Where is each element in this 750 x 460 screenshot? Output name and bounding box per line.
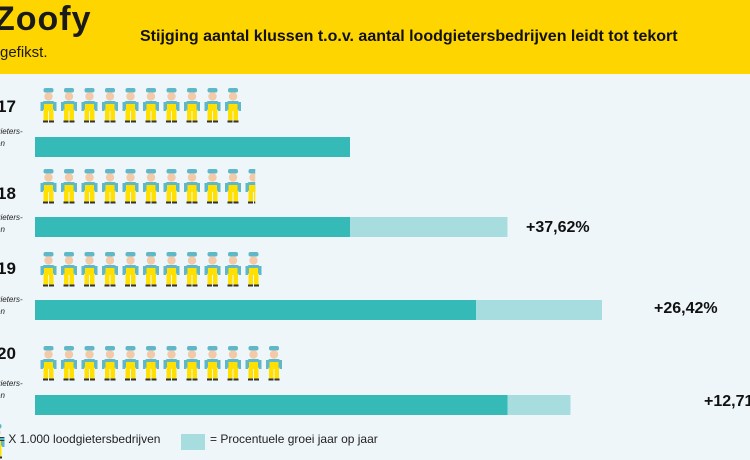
bar-growth — [507, 395, 571, 415]
row-sublabel-0: gieters- en — [0, 127, 23, 148]
logo-text: Zoofy — [0, 0, 92, 38]
worker-icon — [143, 346, 159, 381]
worker-icon — [163, 169, 180, 204]
worker-icon-partial — [245, 169, 256, 204]
year-label-1: 18 — [0, 184, 16, 203]
bar-growth — [350, 217, 508, 237]
worker-icon — [122, 88, 139, 123]
legend-worker-icon — [0, 424, 5, 459]
chart-title: Stijging aantal klussen t.o.v. aantal lo… — [140, 28, 678, 45]
bar-base — [35, 137, 350, 157]
worker-icon — [204, 169, 221, 204]
worker-icon — [61, 88, 77, 123]
worker-icon — [143, 88, 159, 123]
row-sublabel-3: gieters- en — [0, 379, 23, 400]
growth-label-2: +26,42% — [654, 300, 718, 317]
bar-base — [35, 395, 508, 415]
worker-icon — [163, 88, 180, 123]
worker-icon — [40, 88, 57, 123]
bar-base — [35, 217, 350, 237]
year-label-3: 20 — [0, 344, 16, 363]
year-label-2: 19 — [0, 259, 16, 278]
worker-icon — [143, 252, 159, 287]
worker-icon — [225, 169, 241, 204]
worker-icon — [61, 252, 77, 287]
legend-swatch-growth — [181, 434, 205, 450]
worker-icon — [40, 169, 57, 204]
legend-label-workers: = X 1.000 loodgietersbedrijven — [0, 432, 161, 446]
legend-label-growth: = Procentuele groei jaar op jaar — [210, 432, 378, 446]
worker-icon — [184, 88, 200, 123]
worker-icon — [102, 169, 118, 204]
worker-icon — [122, 169, 139, 204]
row-sublabel-2: gieters- en — [0, 295, 23, 316]
worker-icon — [184, 169, 200, 204]
worker-icon — [102, 252, 118, 287]
worker-icon — [40, 252, 57, 287]
worker-icon — [61, 346, 77, 381]
worker-icon — [204, 346, 221, 381]
worker-icon — [102, 346, 118, 381]
worker-icon — [204, 252, 221, 287]
worker-icon — [163, 346, 180, 381]
bar-growth — [476, 300, 602, 320]
logo-tagline: gefikst. — [0, 44, 48, 61]
worker-icon — [40, 346, 57, 381]
worker-icon — [61, 169, 77, 204]
worker-icon — [81, 252, 98, 287]
worker-icon — [81, 169, 98, 204]
bar-base — [35, 300, 476, 320]
header-banner: Zoofy gefikst. Stijging aantal klussen t… — [0, 0, 750, 74]
year-label-0: 17 — [0, 97, 16, 116]
growth-label-1: +37,62% — [526, 219, 590, 236]
worker-icon — [266, 346, 282, 381]
worker-icon — [225, 252, 241, 287]
worker-icon — [81, 88, 98, 123]
growth-label-3: +12,71 — [704, 393, 750, 410]
worker-icon — [204, 88, 221, 123]
worker-icon — [102, 88, 118, 123]
worker-icon — [245, 252, 262, 287]
worker-icon — [245, 346, 262, 381]
worker-icon — [122, 252, 139, 287]
worker-icon — [143, 169, 159, 204]
logo: Zoofy gefikst. — [0, 0, 94, 68]
worker-icon — [225, 346, 241, 381]
row-sublabel-1: gieters- en — [0, 213, 23, 234]
worker-icon — [184, 252, 200, 287]
worker-icon — [225, 88, 241, 123]
worker-icon — [163, 252, 180, 287]
worker-icon — [81, 346, 98, 381]
worker-icon — [122, 346, 139, 381]
worker-icon — [184, 346, 200, 381]
